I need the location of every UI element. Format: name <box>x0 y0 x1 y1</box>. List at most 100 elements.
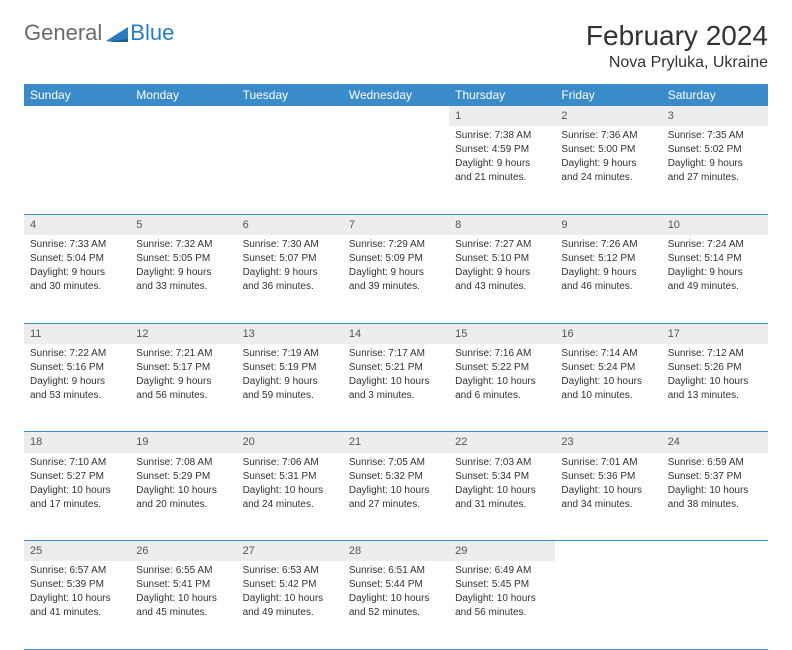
logo-text-general: General <box>24 20 102 46</box>
day-number-cell: 23 <box>555 432 661 453</box>
day-cell: Sunrise: 7:29 AMSunset: 5:09 PMDaylight:… <box>343 235 449 323</box>
logo-triangle-icon <box>106 24 128 42</box>
weekday-header: Saturday <box>662 84 768 106</box>
day-d1: Daylight: 9 hours <box>136 375 230 388</box>
day-ss: Sunset: 5:12 PM <box>561 252 655 265</box>
day-number-cell: 16 <box>555 323 661 344</box>
day-ss: Sunset: 5:10 PM <box>455 252 549 265</box>
day-number-cell: 13 <box>237 323 343 344</box>
day-number-cell <box>555 541 661 562</box>
day-cell: Sunrise: 7:35 AMSunset: 5:02 PMDaylight:… <box>662 126 768 214</box>
day-d1: Daylight: 9 hours <box>30 266 124 279</box>
day-content-row: Sunrise: 7:10 AMSunset: 5:27 PMDaylight:… <box>24 453 768 541</box>
day-cell: Sunrise: 7:19 AMSunset: 5:19 PMDaylight:… <box>237 344 343 432</box>
day-d1: Daylight: 9 hours <box>561 157 655 170</box>
day-sr: Sunrise: 6:49 AM <box>455 564 549 577</box>
day-ss: Sunset: 5:16 PM <box>30 361 124 374</box>
day-cell <box>237 126 343 214</box>
day-d2: and 20 minutes. <box>136 498 230 511</box>
month-title: February 2024 <box>586 20 768 52</box>
day-cell <box>130 126 236 214</box>
day-ss: Sunset: 5:02 PM <box>668 143 762 156</box>
day-cell: Sunrise: 7:01 AMSunset: 5:36 PMDaylight:… <box>555 453 661 541</box>
day-cell: Sunrise: 6:55 AMSunset: 5:41 PMDaylight:… <box>130 561 236 649</box>
day-sr: Sunrise: 7:35 AM <box>668 129 762 142</box>
day-sr: Sunrise: 7:01 AM <box>561 456 655 469</box>
day-cell: Sunrise: 7:10 AMSunset: 5:27 PMDaylight:… <box>24 453 130 541</box>
day-d1: Daylight: 10 hours <box>455 484 549 497</box>
day-number-cell: 18 <box>24 432 130 453</box>
day-d2: and 56 minutes. <box>136 389 230 402</box>
day-ss: Sunset: 5:05 PM <box>136 252 230 265</box>
weekday-header-row: SundayMondayTuesdayWednesdayThursdayFrid… <box>24 84 768 106</box>
day-ss: Sunset: 5:29 PM <box>136 470 230 483</box>
day-number-cell: 25 <box>24 541 130 562</box>
day-sr: Sunrise: 7:03 AM <box>455 456 549 469</box>
day-sr: Sunrise: 7:29 AM <box>349 238 443 251</box>
day-d2: and 30 minutes. <box>30 280 124 293</box>
day-d2: and 24 minutes. <box>243 498 337 511</box>
day-d2: and 53 minutes. <box>30 389 124 402</box>
day-content-row: Sunrise: 7:33 AMSunset: 5:04 PMDaylight:… <box>24 235 768 323</box>
day-cell: Sunrise: 7:12 AMSunset: 5:26 PMDaylight:… <box>662 344 768 432</box>
day-number-cell: 14 <box>343 323 449 344</box>
day-number-cell: 11 <box>24 323 130 344</box>
day-sr: Sunrise: 6:55 AM <box>136 564 230 577</box>
day-cell: Sunrise: 6:59 AMSunset: 5:37 PMDaylight:… <box>662 453 768 541</box>
day-content-row: Sunrise: 7:22 AMSunset: 5:16 PM Daylight:… <box>24 344 768 432</box>
day-d1: Daylight: 10 hours <box>455 592 549 605</box>
day-content-row: Sunrise: 6:57 AMSunset: 5:39 PMDaylight:… <box>24 561 768 649</box>
day-d2: and 52 minutes. <box>349 606 443 619</box>
day-ss: Sunset: 5:31 PM <box>243 470 337 483</box>
day-d1: Daylight: 9 hours <box>455 266 549 279</box>
day-ss: Sunset: 5:44 PM <box>349 578 443 591</box>
day-d2: and 36 minutes. <box>243 280 337 293</box>
day-d1: Daylight: 9 hours <box>349 266 443 279</box>
day-number-cell: 10 <box>662 214 768 235</box>
day-d1: Daylight: 10 hours <box>349 484 443 497</box>
day-d1: Daylight: 10 hours <box>349 375 443 388</box>
day-cell <box>24 126 130 214</box>
day-ss: Sunset: 5:14 PM <box>668 252 762 265</box>
day-sr: Sunrise: 7:22 AM <box>30 347 124 360</box>
day-sr: Sunrise: 7:14 AM <box>561 347 655 360</box>
day-d2: and 38 minutes. <box>668 498 762 511</box>
day-cell: Sunrise: 7:27 AMSunset: 5:10 PMDaylight:… <box>449 235 555 323</box>
day-number-cell <box>24 106 130 126</box>
day-number-cell <box>237 106 343 126</box>
day-cell <box>343 126 449 214</box>
day-number-cell: 26 <box>130 541 236 562</box>
day-d2: and 34 minutes. <box>561 498 655 511</box>
day-ss: Sunset: 5:21 PM <box>349 361 443 374</box>
day-number-cell: 29 <box>449 541 555 562</box>
day-cell: Sunrise: 7:36 AMSunset: 5:00 PMDaylight:… <box>555 126 661 214</box>
day-d2: and 27 minutes. <box>668 171 762 184</box>
day-ss: Sunset: 5:26 PM <box>668 361 762 374</box>
day-d1: Daylight: 10 hours <box>136 592 230 605</box>
day-number-cell: 5 <box>130 214 236 235</box>
day-sr: Sunrise: 7:06 AM <box>243 456 337 469</box>
day-sr: Sunrise: 7:26 AM <box>561 238 655 251</box>
day-sr: Sunrise: 7:32 AM <box>136 238 230 251</box>
day-d2: and 45 minutes. <box>136 606 230 619</box>
day-ss: Sunset: 5:32 PM <box>349 470 443 483</box>
day-cell <box>662 561 768 649</box>
day-number-cell: 12 <box>130 323 236 344</box>
day-d2: and 49 minutes. <box>668 280 762 293</box>
day-number-row: 2526272829 <box>24 541 768 562</box>
day-d1: Daylight: 9 hours <box>561 266 655 279</box>
day-cell: Sunrise: 7:16 AMSunset: 5:22 PMDaylight:… <box>449 344 555 432</box>
day-cell: Sunrise: 7:17 AMSunset: 5:21 PMDaylight:… <box>343 344 449 432</box>
day-cell: Sunrise: 7:05 AMSunset: 5:32 PMDaylight:… <box>343 453 449 541</box>
day-cell: Sunrise: 7:08 AMSunset: 5:29 PMDaylight:… <box>130 453 236 541</box>
day-d2: and 17 minutes. <box>30 498 124 511</box>
day-ss: Sunset: 5:09 PM <box>349 252 443 265</box>
day-d1: Daylight: 10 hours <box>455 375 549 388</box>
day-d1: Daylight: 9 hours <box>455 157 549 170</box>
day-number-cell <box>130 106 236 126</box>
day-d1: Daylight: 9 hours <box>243 266 337 279</box>
day-d1: Daylight: 10 hours <box>30 592 124 605</box>
day-sr: Sunrise: 7:10 AM <box>30 456 124 469</box>
day-number-cell <box>343 106 449 126</box>
day-cell <box>555 561 661 649</box>
